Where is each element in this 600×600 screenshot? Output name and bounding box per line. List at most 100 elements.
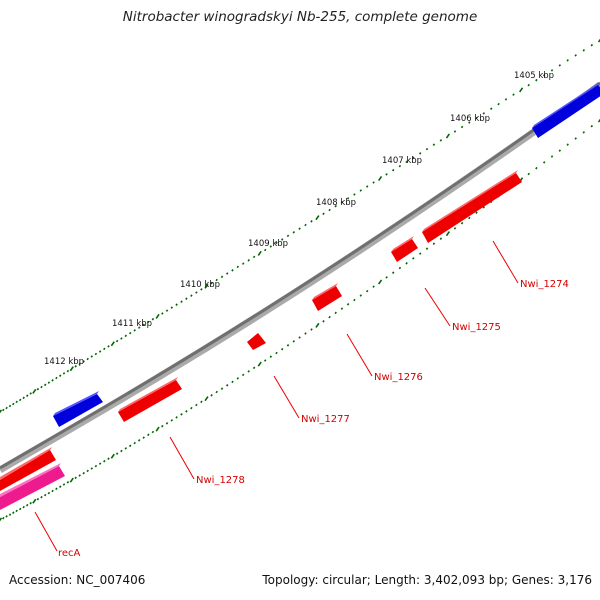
inner-tick (310, 328, 313, 331)
inner-tick (147, 433, 150, 437)
outer-tick (391, 168, 395, 172)
gene-nwi-1274[interactable] (422, 170, 522, 243)
outer-tick (497, 102, 500, 106)
outer-tick (69, 366, 74, 372)
inner-tick (263, 359, 267, 362)
inner-tick (110, 453, 115, 459)
inner-tick (398, 266, 402, 270)
inner-tick (25, 503, 29, 507)
inner-tick (328, 315, 331, 319)
outer-tick (310, 220, 313, 223)
inner-tick (275, 351, 278, 355)
outer-tick (58, 374, 62, 377)
inner-tick (155, 426, 160, 432)
outer-tick (334, 204, 337, 208)
outer-tick (180, 300, 183, 303)
gene-label-nwi-1278: Nwi_1278 (196, 475, 245, 486)
outer-tick (231, 269, 234, 272)
outer-tick (8, 404, 12, 408)
outer-tick (55, 376, 58, 380)
outer-tick (204, 283, 209, 289)
inner-tick (590, 124, 594, 128)
outer-tick (12, 402, 15, 406)
inner-tick (445, 231, 450, 237)
gene-reca[interactable] (0, 447, 56, 491)
outer-tick (29, 392, 32, 395)
inner-tick (47, 491, 51, 495)
outer-tick (372, 181, 375, 184)
outer-tick (25, 394, 29, 397)
outer-tick (328, 208, 331, 212)
forward-gene-1405[interactable] (532, 82, 600, 138)
outer-tick (519, 87, 524, 93)
outer-tick (292, 231, 296, 234)
inner-tick (2, 516, 5, 520)
inner-tick (418, 252, 422, 255)
outer-tick-ring (0, 37, 600, 415)
inner-tick (432, 242, 436, 245)
inner-tick (566, 143, 569, 146)
scale-label-1411: 1411 kbp (112, 319, 152, 329)
inner-tick (542, 161, 546, 164)
scale-label-1409: 1409 kbp (248, 239, 288, 249)
inner-tick (292, 340, 296, 343)
outer-tick (527, 83, 530, 87)
inner-tick (236, 377, 240, 380)
outer-tick (151, 317, 155, 321)
inner-tick (36, 497, 40, 501)
outer-tick (124, 334, 128, 338)
inner-tick (66, 481, 70, 484)
rrna-gene[interactable] (0, 463, 65, 510)
outer-tick (18, 398, 22, 402)
genome-backbone (0, 81, 600, 474)
inner-tick (124, 447, 128, 450)
outer-tick (241, 262, 245, 265)
inner-tick (120, 449, 123, 453)
outer-tick (165, 309, 169, 312)
inner-tick (231, 380, 234, 384)
outer-tick (36, 387, 40, 391)
gene-label-nwi-1276: Nwi_1276 (374, 372, 423, 383)
gene-nwi-1276[interactable] (312, 283, 342, 311)
outer-tick (220, 275, 224, 279)
outer-tick (453, 130, 457, 133)
gene-label-nwi-1275: Nwi_1275 (452, 322, 501, 333)
gene-label-nwi-1277: Nwi_1277 (301, 414, 350, 425)
outer-tick (2, 408, 5, 412)
inner-tick (185, 410, 188, 413)
inner-tick (8, 513, 12, 516)
outer-tick (247, 259, 250, 262)
gene-nwi-1275[interactable] (391, 236, 418, 262)
inner-tick (43, 493, 47, 497)
outer-tick (5, 406, 8, 410)
outer-tick (47, 381, 51, 384)
outer-tick (236, 265, 240, 269)
outer-tick (550, 69, 554, 72)
inner-tick (247, 370, 250, 373)
outer-tick (398, 164, 402, 168)
scale-label-1410: 1410 kbp (180, 280, 220, 290)
forward-gene-1412[interactable] (53, 391, 103, 427)
map-title: Nitrobacter winogradskyi Nb-255, complet… (122, 9, 478, 25)
outer-tick (353, 193, 356, 196)
scale-label-1412: 1412 kbp (44, 357, 84, 367)
scale-label-1407: 1407 kbp (382, 156, 422, 166)
inner-tick (215, 390, 218, 394)
outer-tick (195, 291, 198, 294)
gene-nwi-1277[interactable] (247, 333, 266, 350)
outer-tick (468, 121, 471, 124)
outer-tick (115, 339, 119, 343)
outer-tick (257, 250, 262, 256)
outer-tick (66, 369, 70, 373)
outer-tick (215, 278, 218, 282)
outer-tick (460, 125, 464, 129)
outer-tick (445, 133, 450, 139)
gene-nwi-1278[interactable] (118, 377, 182, 422)
inner-tick (107, 457, 110, 460)
outer-tick (432, 143, 436, 146)
outer-tick (418, 152, 422, 155)
inner-tick (40, 495, 43, 499)
outer-tick (378, 175, 383, 182)
outer-tick (512, 93, 515, 96)
inner-tick (346, 303, 350, 306)
